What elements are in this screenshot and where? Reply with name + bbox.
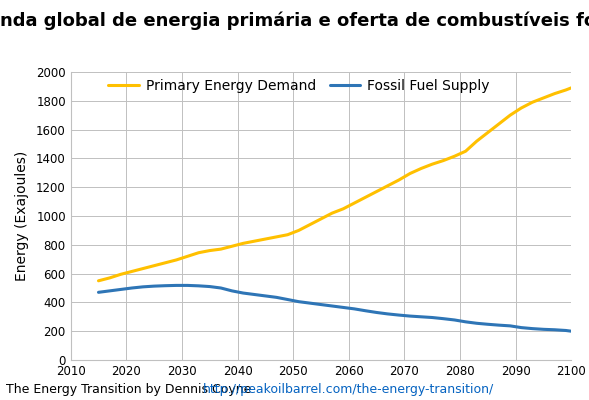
Legend: Primary Energy Demand, Fossil Fuel Supply: Primary Energy Demand, Fossil Fuel Suppl… (102, 73, 495, 98)
Primary Energy Demand (406, 171, 413, 176)
Fossil Fuel Supply (551, 327, 558, 332)
Fossil Fuel Supply (518, 325, 525, 330)
Primary Energy Demand (373, 189, 380, 194)
Fossil Fuel Supply (406, 314, 413, 318)
Primary Energy Demand (551, 91, 558, 96)
Fossil Fuel Supply (273, 295, 280, 300)
Fossil Fuel Supply (351, 306, 358, 311)
Fossil Fuel Supply (95, 290, 102, 295)
Fossil Fuel Supply (262, 294, 269, 298)
Primary Energy Demand (340, 206, 347, 211)
Fossil Fuel Supply (395, 313, 402, 318)
Fossil Fuel Supply (240, 291, 247, 296)
Fossil Fuel Supply (451, 318, 458, 322)
Fossil Fuel Supply (206, 284, 213, 289)
Primary Energy Demand (507, 113, 514, 118)
Fossil Fuel Supply (117, 287, 124, 292)
Primary Energy Demand (262, 237, 269, 242)
Fossil Fuel Supply (229, 288, 236, 293)
Primary Energy Demand (128, 269, 135, 274)
Fossil Fuel Supply (568, 329, 575, 334)
Primary Energy Demand (95, 278, 102, 283)
Primary Energy Demand (395, 178, 402, 182)
Primary Energy Demand (206, 248, 213, 253)
Fossil Fuel Supply (251, 292, 258, 297)
Primary Energy Demand (540, 96, 547, 100)
Primary Energy Demand (473, 139, 480, 144)
Primary Energy Demand (106, 276, 113, 280)
Primary Energy Demand (117, 272, 124, 277)
Primary Energy Demand (162, 260, 169, 265)
Fossil Fuel Supply (473, 321, 480, 326)
Primary Energy Demand (284, 232, 291, 237)
Fossil Fuel Supply (128, 286, 135, 290)
Fossil Fuel Supply (140, 284, 147, 289)
Fossil Fuel Supply (507, 324, 514, 328)
Fossil Fuel Supply (162, 283, 169, 288)
Primary Energy Demand (429, 162, 436, 166)
Fossil Fuel Supply (317, 302, 325, 307)
Y-axis label: Energy (Exajoules): Energy (Exajoules) (15, 151, 29, 281)
Primary Energy Demand (151, 263, 158, 268)
Fossil Fuel Supply (106, 288, 113, 293)
Fossil Fuel Supply (217, 286, 224, 290)
Fossil Fuel Supply (284, 297, 291, 302)
Primary Energy Demand (195, 250, 202, 255)
Fossil Fuel Supply (151, 284, 158, 288)
Primary Energy Demand (251, 239, 258, 244)
Fossil Fuel Supply (495, 323, 502, 328)
Primary Energy Demand (140, 266, 147, 271)
Fossil Fuel Supply (529, 326, 536, 331)
Line: Primary Energy Demand: Primary Energy Demand (98, 88, 571, 281)
Fossil Fuel Supply (462, 320, 469, 324)
Fossil Fuel Supply (329, 304, 336, 308)
Primary Energy Demand (273, 234, 280, 239)
Primary Energy Demand (518, 106, 525, 110)
Primary Energy Demand (317, 216, 325, 221)
Primary Energy Demand (173, 258, 180, 262)
Fossil Fuel Supply (384, 312, 391, 316)
Primary Energy Demand (329, 211, 336, 216)
Primary Energy Demand (306, 222, 313, 227)
Fossil Fuel Supply (340, 305, 347, 310)
Text: Demanda global de energia primária e oferta de combustíveis fósseis: Demanda global de energia primária e ofe… (0, 12, 589, 30)
Line: Fossil Fuel Supply: Fossil Fuel Supply (98, 286, 571, 331)
Fossil Fuel Supply (373, 310, 380, 315)
Primary Energy Demand (462, 149, 469, 154)
Primary Energy Demand (351, 201, 358, 206)
Fossil Fuel Supply (295, 299, 302, 304)
Fossil Fuel Supply (362, 308, 369, 313)
Fossil Fuel Supply (429, 315, 436, 320)
Primary Energy Demand (362, 195, 369, 200)
Primary Energy Demand (562, 88, 570, 92)
Primary Energy Demand (484, 130, 491, 135)
Fossil Fuel Supply (306, 301, 313, 306)
Primary Energy Demand (384, 183, 391, 188)
Fossil Fuel Supply (484, 322, 491, 327)
Fossil Fuel Supply (562, 328, 570, 333)
Text: The Energy Transition by Dennis Coyne: The Energy Transition by Dennis Coyne (6, 383, 255, 396)
Fossil Fuel Supply (195, 284, 202, 288)
Primary Energy Demand (495, 122, 502, 126)
Primary Energy Demand (184, 254, 191, 259)
Primary Energy Demand (451, 154, 458, 159)
Primary Energy Demand (229, 244, 236, 249)
Fossil Fuel Supply (184, 283, 191, 288)
Fossil Fuel Supply (440, 316, 447, 321)
Primary Energy Demand (418, 166, 425, 171)
Fossil Fuel Supply (173, 283, 180, 288)
Primary Energy Demand (217, 247, 224, 252)
Primary Energy Demand (240, 241, 247, 246)
Primary Energy Demand (568, 86, 575, 90)
Fossil Fuel Supply (540, 327, 547, 332)
Primary Energy Demand (529, 100, 536, 105)
Fossil Fuel Supply (418, 314, 425, 319)
Primary Energy Demand (295, 228, 302, 233)
Primary Energy Demand (440, 158, 447, 163)
Text: http://peakoilbarrel.com/the-energy-transition/: http://peakoilbarrel.com/the-energy-tran… (203, 383, 494, 396)
